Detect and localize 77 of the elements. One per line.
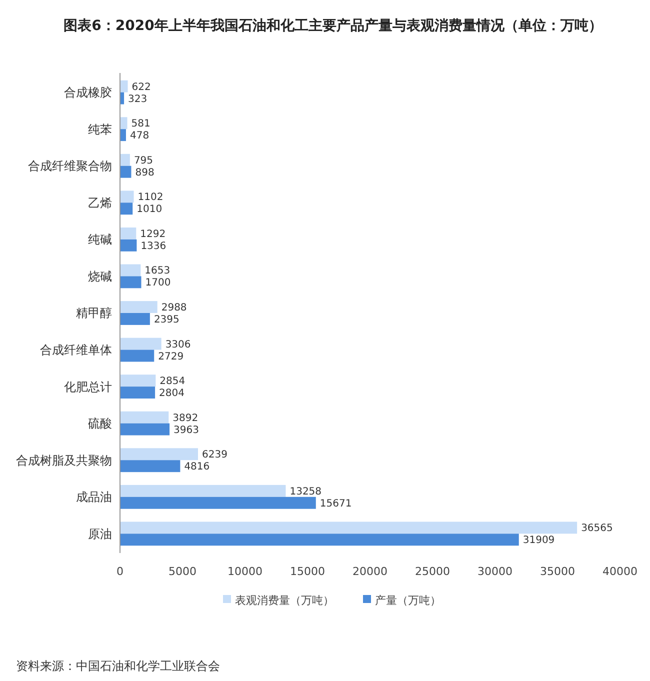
- bar: [120, 423, 170, 436]
- data-label: 1102: [138, 192, 164, 204]
- text: 资料来源：中国石油和化学工业联合会: [16, 659, 220, 673]
- bar: [120, 202, 133, 215]
- data-label: 15671: [320, 498, 352, 510]
- data-label: 3306: [165, 339, 191, 350]
- data-label: 478: [130, 130, 150, 142]
- bar: [120, 350, 154, 362]
- data-label: 3892: [172, 412, 198, 424]
- y-tick-label: 合成纤维单体: [40, 342, 112, 357]
- data-label: 6239: [202, 450, 228, 461]
- y-tick-label: 纯碱: [88, 232, 112, 247]
- x-tick-label: 10000: [228, 565, 262, 578]
- bar: [120, 301, 158, 313]
- bar: [120, 227, 136, 240]
- x-tick-label: 35000: [540, 565, 575, 578]
- bar: [120, 374, 156, 387]
- y-tick-label: 精甲醇: [76, 306, 112, 320]
- y-tick-label: 合成橡胶: [64, 86, 112, 100]
- y-tick-label: 纯苯: [88, 122, 112, 136]
- data-label: 3963: [174, 424, 199, 436]
- legend-label: 产量（万吨）: [375, 594, 441, 607]
- data-label: 1292: [140, 228, 166, 240]
- bar: [120, 239, 137, 252]
- data-label: 898: [135, 167, 154, 178]
- data-label: 1336: [140, 240, 166, 252]
- bar: [120, 534, 519, 546]
- bar: [120, 522, 578, 534]
- bar: [120, 386, 156, 399]
- bar: [120, 166, 132, 178]
- bar: [120, 264, 141, 276]
- data-label: 2854: [160, 376, 186, 388]
- x-tick-label: 30000: [478, 565, 512, 578]
- bar: [120, 276, 142, 288]
- legend-label: 表观消费量（万吨）: [235, 594, 334, 607]
- data-label: 581: [131, 118, 150, 130]
- data-label: 2804: [159, 388, 185, 400]
- y-tick-label: 合成树脂及共聚物: [16, 453, 112, 468]
- data-label: 1010: [136, 204, 162, 216]
- y-tick-label: 化肥总计: [64, 380, 112, 394]
- x-tick-label: 20000: [352, 565, 388, 578]
- bar: [120, 496, 316, 509]
- data-label: 2395: [154, 314, 180, 326]
- data-label: 2729: [158, 351, 184, 362]
- x-tick-label: 15000: [290, 565, 325, 578]
- bar: [120, 154, 130, 166]
- y-tick-label: 硫酸: [88, 416, 112, 431]
- data-label: 323: [128, 94, 148, 105]
- chart-title: 图表6：2020年上半年我国石油和化工主要产品产量与表观消费量情况（单位：万吨）: [64, 17, 602, 34]
- data-label: 31909: [522, 535, 555, 546]
- x-tick-label: 40000: [602, 565, 638, 578]
- x-tick-label: 0: [116, 565, 124, 578]
- y-tick-label: 乙烯: [88, 196, 112, 210]
- data-label: 795: [134, 155, 154, 166]
- bar: [120, 448, 198, 460]
- bar: [120, 80, 128, 92]
- y-tick-label: 烧碱: [88, 269, 112, 284]
- y-tick-label: 原油: [88, 526, 112, 541]
- y-tick-label: 成品油: [76, 490, 112, 504]
- data-label: 1653: [144, 266, 170, 277]
- data-label: 4816: [184, 462, 210, 473]
- y-tick-label: 合成纤维聚合物: [28, 159, 112, 174]
- data-label: 1700: [145, 278, 171, 289]
- bar: [120, 129, 126, 142]
- data-label: 13258: [290, 486, 322, 498]
- bar: [120, 411, 169, 424]
- data-label: 36565: [581, 523, 613, 534]
- bar: [120, 313, 150, 325]
- data-label: 2988: [161, 302, 187, 314]
- bar: [120, 484, 286, 497]
- x-tick-label: 5000: [168, 565, 196, 578]
- bar: [120, 460, 180, 472]
- data-label: 622: [132, 82, 151, 93]
- x-tick-label: 25000: [415, 565, 450, 578]
- bar: [120, 338, 162, 350]
- bar: [120, 190, 134, 203]
- bar: [120, 117, 128, 130]
